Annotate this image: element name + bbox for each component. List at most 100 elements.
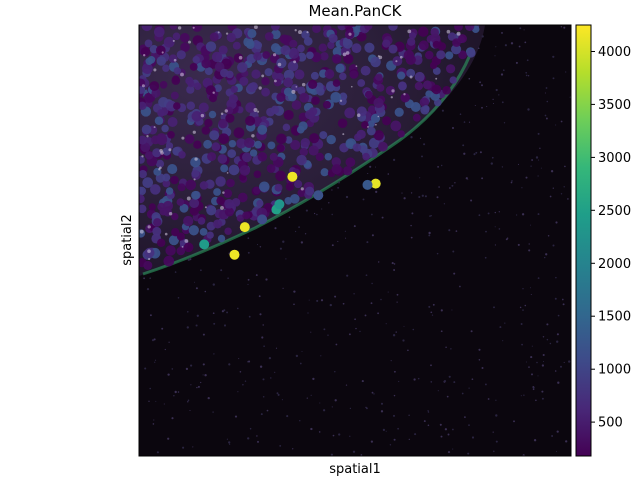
- background-speck: [377, 312, 379, 315]
- background-speck: [393, 269, 396, 271]
- cell-point: [330, 91, 342, 103]
- background-speck: [330, 453, 334, 456]
- cell-point: [339, 92, 348, 101]
- background-speck: [308, 299, 310, 301]
- cell-point: [142, 63, 153, 74]
- background-speck: [525, 176, 528, 179]
- background-speck: [410, 136, 413, 139]
- cell-point: [247, 82, 257, 93]
- background-speck: [380, 410, 384, 413]
- cell-point: [167, 117, 178, 127]
- background-speck: [174, 390, 177, 394]
- background-speck: [247, 437, 250, 440]
- colorbar-tick-label: 3000: [598, 151, 631, 166]
- cell-point: [397, 130, 405, 138]
- cell-point: [168, 54, 178, 63]
- background-speck: [248, 315, 251, 318]
- background-speck: [533, 439, 537, 442]
- cell-point: [224, 198, 234, 209]
- cell-point: [305, 109, 315, 120]
- fibre-speck: [172, 39, 175, 42]
- background-speck: [155, 400, 157, 402]
- colorbar: [575, 24, 592, 457]
- fibre-speck: [291, 89, 296, 94]
- cell-point: [245, 40, 255, 49]
- background-speck: [342, 302, 345, 305]
- cell-point: [430, 28, 439, 37]
- cell-point: [298, 121, 308, 131]
- background-speck: [173, 395, 175, 397]
- cell-point: [150, 184, 161, 195]
- fibre-speck: [407, 29, 412, 34]
- colorbar-tick-label: 1000: [598, 363, 631, 378]
- background-speck: [371, 213, 373, 216]
- background-speck: [537, 277, 540, 279]
- background-speck: [537, 375, 539, 377]
- background-speck: [305, 209, 308, 212]
- data-point: [370, 178, 381, 189]
- cell-point: [343, 53, 354, 64]
- cell-point: [361, 121, 369, 129]
- cell-point: [144, 39, 153, 48]
- background-speck: [524, 41, 527, 44]
- background-speck: [334, 399, 337, 402]
- fibre-speck: [173, 58, 177, 62]
- background-speck: [143, 277, 146, 280]
- background-speck: [477, 47, 480, 50]
- fibre-speck: [164, 232, 168, 236]
- background-speck: [195, 287, 198, 290]
- background-speck: [557, 314, 560, 317]
- background-speck: [437, 390, 439, 392]
- background-speck: [353, 293, 355, 295]
- background-speck: [523, 29, 525, 31]
- cell-point: [143, 92, 155, 103]
- fibre-speck: [217, 31, 220, 34]
- background-speck: [481, 35, 484, 38]
- cell-point: [367, 120, 375, 128]
- background-speck: [345, 195, 349, 199]
- background-speck: [190, 364, 193, 367]
- cell-point: [342, 38, 353, 49]
- background-speck: [525, 361, 527, 363]
- background-speck: [545, 117, 548, 120]
- background-speck: [171, 417, 174, 420]
- cell-point: [159, 208, 167, 216]
- cell-point: [211, 51, 223, 63]
- cell-point: [309, 133, 320, 144]
- fibre-speck: [193, 178, 196, 181]
- background-speck: [535, 399, 537, 402]
- background-speck: [228, 441, 231, 444]
- background-speck: [312, 377, 315, 381]
- fibre-speck: [192, 26, 195, 29]
- background-speck: [470, 330, 473, 333]
- cell-point: [214, 84, 222, 92]
- colorbar-tick-label: 500: [598, 416, 623, 431]
- cell-point: [242, 211, 251, 220]
- background-speck: [503, 122, 506, 124]
- fibre-speck: [204, 206, 207, 209]
- background-speck: [212, 312, 215, 315]
- background-speck: [498, 228, 501, 230]
- background-speck: [189, 409, 191, 412]
- cell-point: [220, 164, 229, 173]
- background-speck: [380, 298, 382, 301]
- background-speck: [270, 377, 272, 379]
- background-speck: [410, 224, 412, 227]
- cell-point: [451, 44, 462, 55]
- background-speck: [501, 31, 503, 34]
- background-speck: [331, 213, 333, 216]
- background-speck: [546, 323, 549, 326]
- cell-point: [149, 45, 159, 54]
- background-speck: [247, 283, 249, 286]
- background-speck: [436, 196, 439, 199]
- background-speck: [279, 444, 282, 447]
- cell-point: [276, 133, 287, 145]
- background-speck: [439, 423, 442, 426]
- background-speck: [519, 306, 522, 309]
- background-speck: [279, 247, 282, 250]
- fibre-speck: [350, 85, 353, 88]
- cell-point: [184, 134, 195, 144]
- cell-point: [217, 154, 228, 164]
- cell-point: [205, 85, 216, 96]
